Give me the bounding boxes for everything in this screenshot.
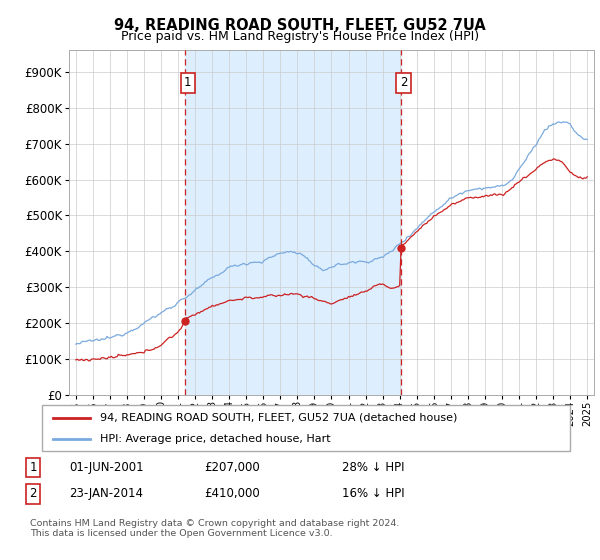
Text: Price paid vs. HM Land Registry's House Price Index (HPI): Price paid vs. HM Land Registry's House …	[121, 30, 479, 44]
Text: £207,000: £207,000	[204, 461, 260, 474]
Text: 23-JAN-2014: 23-JAN-2014	[69, 487, 143, 501]
Text: 2: 2	[400, 76, 407, 89]
Text: HPI: Average price, detached house, Hart: HPI: Average price, detached house, Hart	[100, 435, 331, 444]
Text: 01-JUN-2001: 01-JUN-2001	[69, 461, 143, 474]
Text: 2: 2	[29, 487, 37, 501]
Text: 28% ↓ HPI: 28% ↓ HPI	[342, 461, 404, 474]
Text: 94, READING ROAD SOUTH, FLEET, GU52 7UA (detached house): 94, READING ROAD SOUTH, FLEET, GU52 7UA …	[100, 413, 457, 423]
Text: 1: 1	[29, 461, 37, 474]
Text: 1: 1	[184, 76, 191, 89]
Text: £410,000: £410,000	[204, 487, 260, 501]
Text: 94, READING ROAD SOUTH, FLEET, GU52 7UA: 94, READING ROAD SOUTH, FLEET, GU52 7UA	[114, 18, 486, 32]
Bar	[185, 50, 401, 395]
FancyBboxPatch shape	[42, 405, 570, 451]
Text: 16% ↓ HPI: 16% ↓ HPI	[342, 487, 404, 501]
Text: Contains HM Land Registry data © Crown copyright and database right 2024.: Contains HM Land Registry data © Crown c…	[30, 519, 400, 528]
Text: This data is licensed under the Open Government Licence v3.0.: This data is licensed under the Open Gov…	[30, 529, 332, 538]
